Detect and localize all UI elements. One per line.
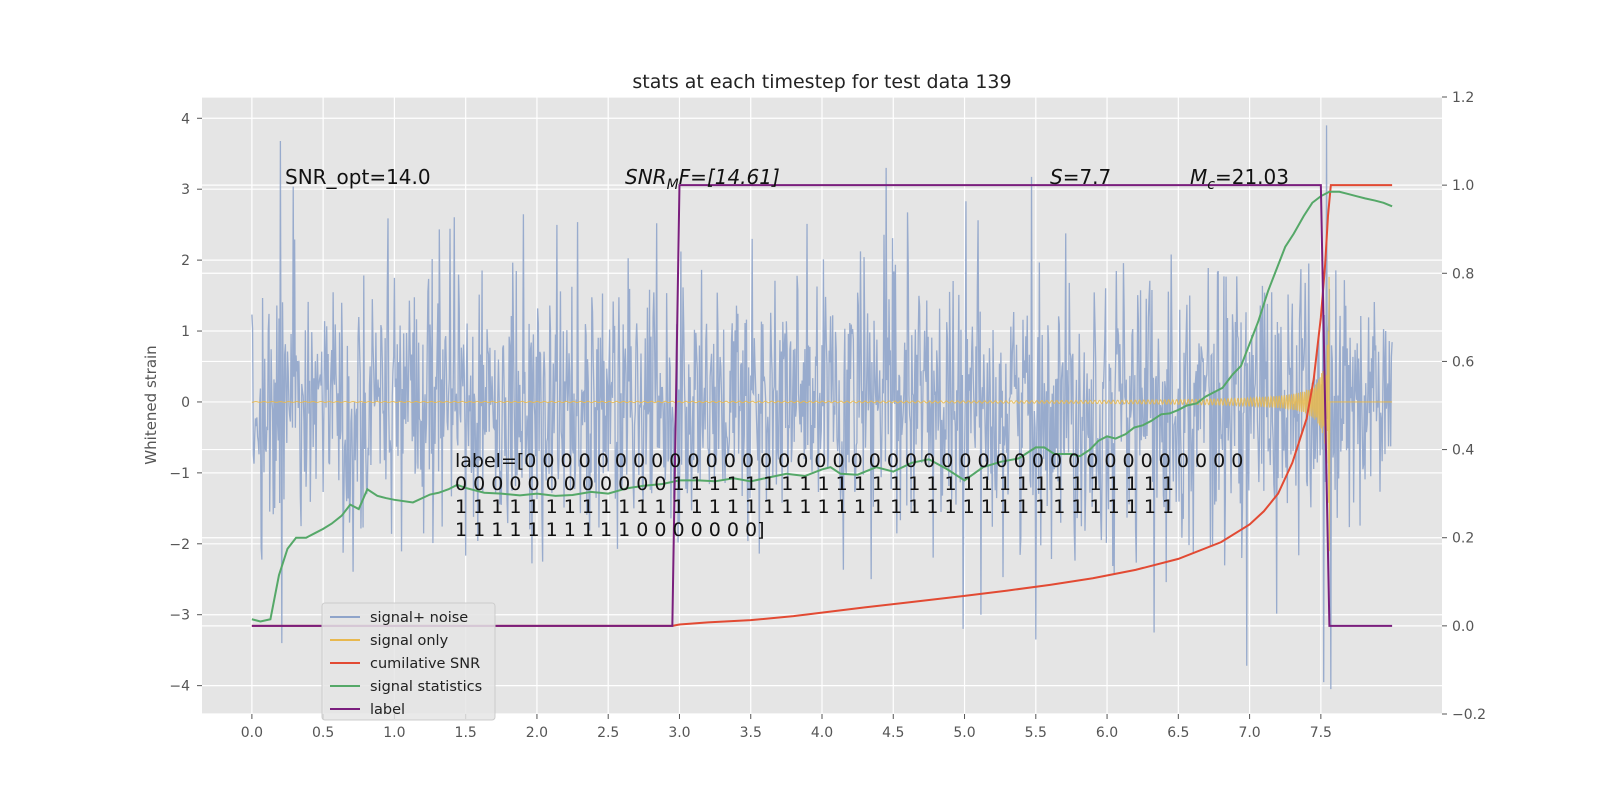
label-line-4: 1 1 1 1 1 1 1 1 1 1 0 0 0 0 0 0 0]: [455, 519, 765, 541]
legend-label-label: label: [370, 702, 405, 718]
mc-symbol: M: [1190, 165, 1207, 189]
annotation-s: S=7.7: [1050, 165, 1111, 189]
series-signal-statistics-line: [251, 190, 1393, 623]
x-tick-label: 4.0: [811, 725, 833, 741]
legend-label-signal-only: signal only: [370, 633, 449, 649]
x-tick-label: 4.5: [882, 725, 904, 741]
legend-entry-signal-only: signal only: [330, 633, 449, 649]
series-signal-noise-line: [251, 125, 1393, 690]
x-tick-label: 1.5: [455, 725, 477, 741]
y-right-tick-label: 1.0: [1452, 178, 1474, 194]
legend-label-cumulative-snr: cumilative SNR: [370, 656, 480, 672]
y-tick-label: −2: [169, 537, 190, 553]
x-tick-label: 6.5: [1167, 725, 1189, 741]
mc-subscript: c: [1207, 177, 1215, 193]
y-tick-label: 4: [181, 111, 190, 127]
y-right-tick-label: 1.2: [1452, 90, 1474, 106]
y-right-tick-label: −0.2: [1452, 707, 1486, 723]
legend-label-signal-noise: signal+ noise: [370, 610, 468, 626]
x-tick-label: 6.0: [1096, 725, 1118, 741]
x-tick-label: 5.0: [953, 725, 975, 741]
legend: signal+ noise signal only cumilative SNR…: [321, 602, 496, 721]
s-symbol: S: [1050, 165, 1063, 189]
y-right-tick-label: 0.2: [1452, 531, 1474, 547]
y-right-tick-label: 0.6: [1452, 354, 1474, 370]
legend-label-signal-statistics: signal statistics: [370, 679, 482, 695]
x-tick-label: 3.0: [668, 725, 690, 741]
annotation-snr-opt: SNR_opt=14.0: [285, 165, 431, 189]
mc-value: =21.03: [1215, 165, 1289, 189]
snr-mf-symbol: SNR: [625, 165, 667, 189]
legend-entry-signal-noise: signal+ noise: [330, 610, 468, 626]
y-tick-label: 1: [181, 324, 190, 340]
snr-mf-value: F=[14.61]: [679, 165, 780, 189]
x-tick-label: 7.5: [1310, 725, 1332, 741]
y-right-tick-label: 0.8: [1452, 266, 1474, 282]
y-tick-label: 2: [181, 253, 190, 269]
axes: 0.0 0.5 1.0 1.5 2.0 2.5 3.0 3.5 4.0 4.5 5.0 5.5 6.0 6…: [169, 90, 1486, 741]
annotation-snr-mf: SNRMF=[14.61]: [625, 165, 780, 193]
x-tick-label: 3.5: [740, 725, 762, 741]
y-right-tick-label: 0.4: [1452, 443, 1474, 459]
y-tick-label: −1: [169, 466, 190, 482]
y-right-tick-label: 0.0: [1452, 619, 1474, 635]
label-line-3: 1 1 1 1 1 1 1 1 1 1 1 1 1 1 1 1 1 1 1 1 …: [455, 496, 1174, 518]
legend-entry-signal-statistics: signal statistics: [330, 679, 482, 695]
y-tick-label: −3: [169, 608, 190, 624]
series-layer: [251, 125, 1393, 690]
legend-box: [321, 602, 496, 721]
y-tick-label: −4: [169, 679, 190, 695]
legend-entry-cumulative-snr: cumilative SNR: [330, 656, 480, 672]
chart-title: stats at each timestep for test data 139: [632, 71, 1011, 93]
legend-entry-label: label: [330, 702, 405, 718]
snr-mf-subscript: M: [667, 177, 679, 193]
annotation-mc: Mc=21.03: [1190, 165, 1289, 193]
x-tick-label: 1.0: [383, 725, 405, 741]
y-axis-label: Whitened strain: [142, 345, 160, 464]
label-annotation: label=[0 0 0 0 0 0 0 0 0 0 0 0 0 0 0 0 0…: [455, 450, 1243, 541]
y-tick-label: 3: [181, 182, 190, 198]
label-line-2: 0 0 0 0 0 0 0 0 0 0 0 0 1 1 1 1 1 1 1 1 …: [455, 473, 1174, 495]
series-signal-only-line: [251, 276, 1393, 552]
x-tick-label: 2.5: [597, 725, 619, 741]
label-line-1: label=[0 0 0 0 0 0 0 0 0 0 0 0 0 0 0 0 0…: [455, 450, 1243, 472]
x-tick-label: 2.0: [526, 725, 548, 741]
x-tick-label: 7.0: [1238, 725, 1260, 741]
y-tick-label: 0: [181, 395, 190, 411]
series-cumilative-snr-line: [251, 184, 1393, 627]
series-label-line: [251, 184, 1393, 627]
x-tick-label: 0.5: [312, 725, 334, 741]
x-tick-label: 5.5: [1025, 725, 1047, 741]
s-value: =7.7: [1063, 165, 1112, 189]
x-tick-label: 0.0: [241, 725, 263, 741]
